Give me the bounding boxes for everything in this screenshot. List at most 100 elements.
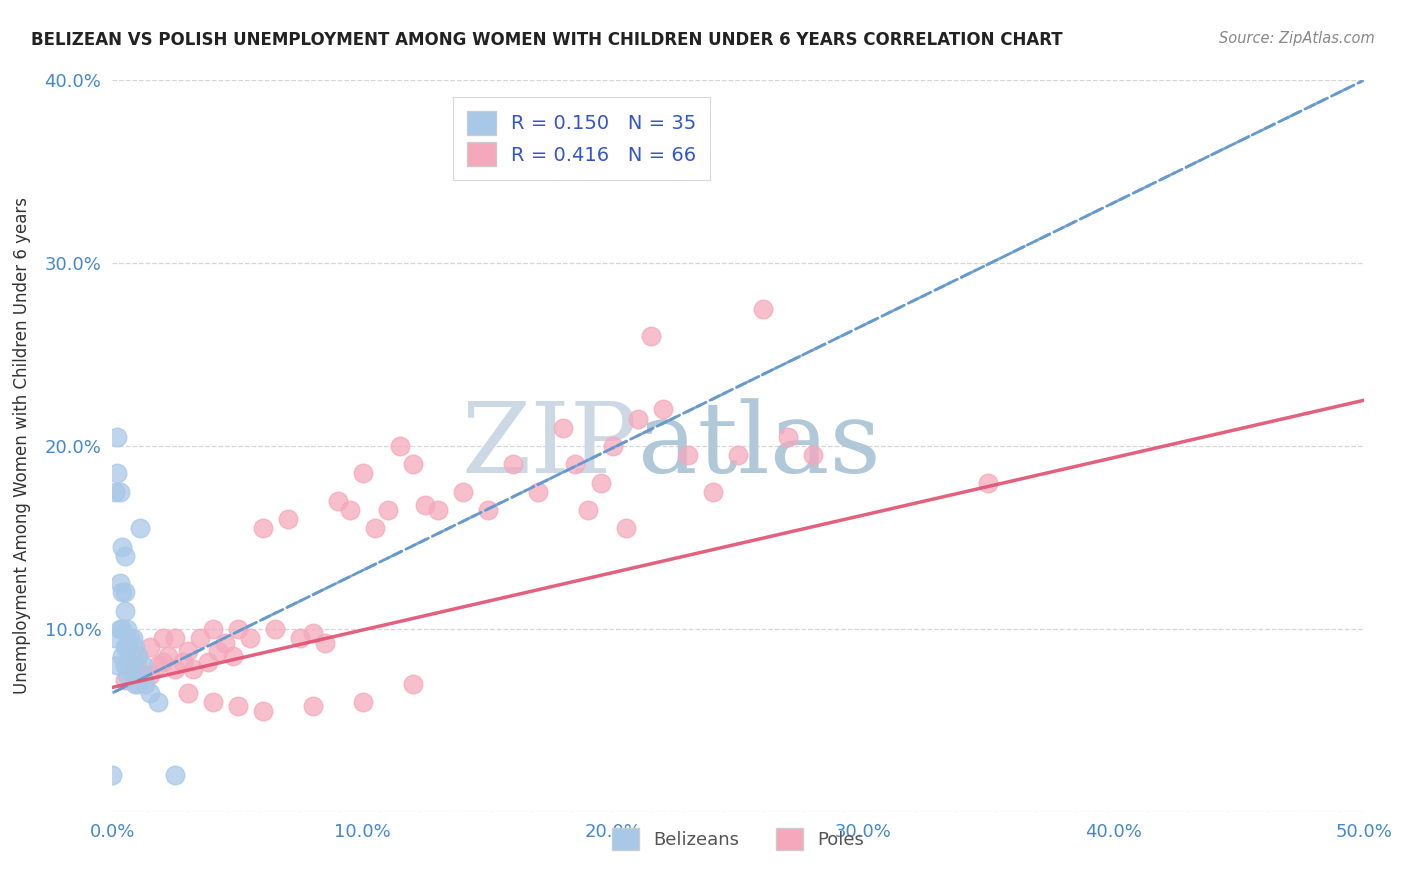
Point [114, 585, 136, 599]
Point [752, 301, 775, 316]
Point [139, 667, 162, 681]
Point [118, 658, 141, 673]
Point [290, 631, 312, 645]
Point [146, 658, 169, 673]
Point [301, 625, 323, 640]
Point [163, 662, 186, 676]
Point [314, 636, 336, 650]
Point [108, 576, 131, 591]
Point [176, 644, 198, 658]
Point [402, 457, 425, 471]
Point [214, 636, 236, 650]
Point [801, 448, 824, 462]
Point [134, 676, 156, 690]
Point [352, 695, 374, 709]
Point [364, 521, 387, 535]
Point [652, 402, 675, 417]
Y-axis label: Unemployment Among Women with Children Under 6 years: Unemployment Among Women with Children U… [13, 197, 31, 695]
Point [676, 448, 699, 462]
Point [226, 698, 249, 713]
Point [104, 631, 127, 645]
Point [127, 676, 149, 690]
Point [152, 655, 174, 669]
Point [352, 467, 374, 481]
Point [163, 768, 186, 782]
Point [181, 662, 204, 676]
Point [377, 503, 399, 517]
Point [326, 494, 349, 508]
Point [111, 649, 134, 664]
Point [121, 667, 143, 681]
Point [640, 329, 662, 343]
Point [117, 640, 139, 655]
Point [627, 411, 650, 425]
Point [124, 640, 146, 655]
Text: atlas: atlas [638, 398, 880, 494]
Point [107, 467, 129, 481]
Point [602, 439, 624, 453]
Point [101, 768, 124, 782]
Point [111, 622, 134, 636]
Point [778, 430, 800, 444]
Point [121, 631, 143, 645]
Point [172, 655, 194, 669]
Point [156, 649, 179, 664]
Point [131, 667, 153, 681]
Point [389, 439, 412, 453]
Point [139, 686, 162, 700]
Point [527, 484, 550, 499]
Point [339, 503, 361, 517]
Point [176, 686, 198, 700]
Point [426, 503, 449, 517]
Point [127, 649, 149, 664]
Point [108, 484, 131, 499]
Point [114, 603, 136, 617]
Point [114, 549, 136, 563]
Point [576, 503, 599, 517]
Text: ZIP: ZIP [461, 398, 638, 494]
Point [111, 540, 134, 554]
Point [589, 475, 612, 490]
Point [152, 631, 174, 645]
Point [127, 662, 149, 676]
Point [252, 704, 274, 718]
Point [129, 521, 152, 535]
Point [207, 644, 229, 658]
Point [108, 622, 131, 636]
Point [118, 631, 141, 645]
Point [564, 457, 586, 471]
Point [107, 658, 129, 673]
Point [221, 649, 243, 664]
Point [201, 622, 224, 636]
Point [121, 658, 143, 673]
Point [252, 521, 274, 535]
Point [104, 484, 127, 499]
Point [111, 585, 134, 599]
Point [477, 503, 499, 517]
Point [201, 695, 224, 709]
Point [197, 655, 219, 669]
Point [451, 484, 474, 499]
Point [114, 673, 136, 687]
Point [502, 457, 524, 471]
Point [107, 430, 129, 444]
Point [114, 640, 136, 655]
Point [727, 448, 749, 462]
Legend: Belizeans, Poles: Belizeans, Poles [605, 821, 872, 857]
Point [139, 640, 162, 655]
Point [117, 667, 139, 681]
Text: Source: ZipAtlas.com: Source: ZipAtlas.com [1219, 31, 1375, 46]
Point [977, 475, 1000, 490]
Point [551, 421, 574, 435]
Point [163, 631, 186, 645]
Point [114, 658, 136, 673]
Point [124, 676, 146, 690]
Point [239, 631, 262, 645]
Point [226, 622, 249, 636]
Point [117, 622, 139, 636]
Point [188, 631, 211, 645]
Point [127, 649, 149, 664]
Text: BELIZEAN VS POLISH UNEMPLOYMENT AMONG WOMEN WITH CHILDREN UNDER 6 YEARS CORRELAT: BELIZEAN VS POLISH UNEMPLOYMENT AMONG WO… [31, 31, 1063, 49]
Point [614, 521, 637, 535]
Point [264, 622, 287, 636]
